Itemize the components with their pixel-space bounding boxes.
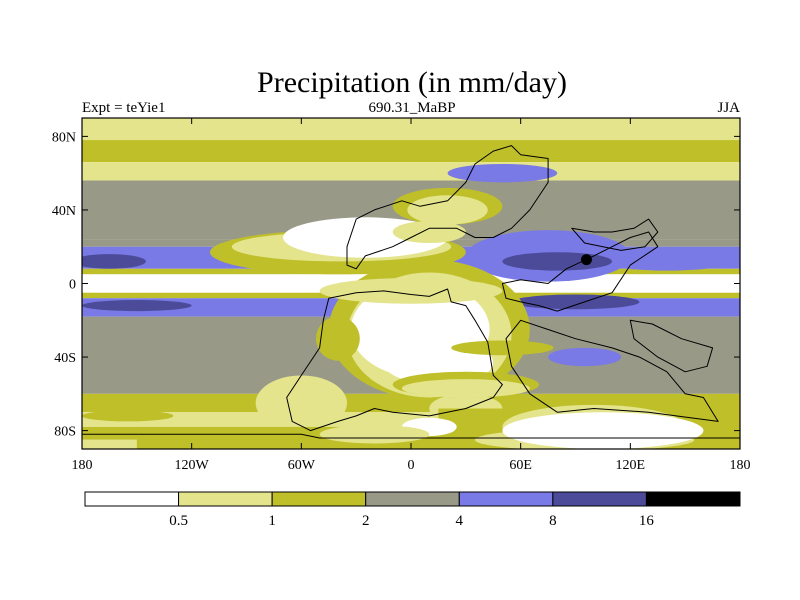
precip-patch-30 (451, 340, 554, 356)
precip-patch-25 (502, 412, 704, 449)
y-tick-label-0: 80N (52, 130, 76, 145)
colorbar-swatch-5 (552, 491, 647, 507)
precip-patch-20 (82, 410, 174, 422)
x-tick-label-1: 120W (175, 458, 210, 473)
precip-patch-29 (315, 316, 360, 361)
precip-patch-28 (319, 277, 503, 304)
y-tick-label-3: 40S (54, 351, 76, 366)
precip-patch-5 (82, 300, 192, 312)
age-label: 690.31_MaBP (368, 100, 455, 116)
chart-title: Precipitation (in mm/day) (257, 66, 567, 99)
precip-patch-34 (621, 340, 695, 356)
precip-patch-1 (82, 254, 146, 269)
precip-patch-6 (511, 294, 640, 310)
colorbar-swatch-2 (271, 491, 367, 507)
colorbar-label-2: 2 (362, 513, 370, 529)
lat-band-1 (82, 140, 740, 163)
colorbar-label-3: 4 (456, 513, 464, 529)
coastline-2 (501, 231, 659, 312)
y-tick-label-4: 80S (54, 425, 76, 440)
y-tick-label-1: 40N (52, 204, 76, 219)
coastlines (82, 145, 740, 449)
colorbar-swatch-0 (84, 491, 180, 507)
precip-patch-18 (255, 375, 348, 431)
colorbar-label-4: 8 (549, 513, 557, 529)
experiment-label: Expt = teYie1 (82, 100, 165, 116)
colorbar-swatch-4 (458, 491, 554, 507)
coastline-5 (629, 319, 714, 373)
precip-patch-32 (401, 379, 530, 398)
x-tick-label-5: 120E (616, 458, 646, 473)
x-axis: 180 120W 60W 0 60E 120E 180 (72, 118, 751, 473)
season-label: JJA (717, 100, 740, 116)
x-tick-label-3: 0 (408, 458, 415, 473)
x-tick-label-4: 60E (509, 458, 532, 473)
precipitation-field (82, 118, 740, 449)
x-tick-label-0: 180 (72, 458, 93, 473)
precip-patch-0 (602, 252, 731, 271)
coastline-1 (286, 288, 503, 432)
coastline-4 (571, 218, 659, 251)
x-tick-label-6: 180 (730, 458, 751, 473)
precip-patch-33 (548, 347, 622, 367)
precip-patch-27 (319, 425, 430, 444)
y-axis: 80N 40N 0 40S 80S (52, 130, 740, 440)
coastline-3 (505, 319, 719, 422)
precip-patch-13 (447, 163, 558, 183)
colorbar-label-5: 16 (639, 513, 655, 529)
lat-band-0 (82, 118, 740, 141)
colorbar-swatch-6 (645, 491, 741, 507)
precip-patch-12 (392, 220, 466, 244)
colorbar-swatch-1 (178, 491, 273, 507)
y-tick-label-2: 0 (69, 278, 76, 293)
lat-band-2 (82, 162, 740, 181)
colorbar-label-1: 1 (268, 513, 276, 529)
colorbar-label-0: 0.5 (169, 513, 188, 529)
coastline-6 (82, 433, 740, 449)
precip-patch-11 (407, 195, 488, 225)
x-tick-label-2: 60W (288, 458, 316, 473)
colorbar-legend: 0.5 1 2 4 8 16 (84, 491, 741, 529)
coastline-0 (346, 145, 549, 270)
colorbar-swatch-3 (365, 491, 460, 507)
